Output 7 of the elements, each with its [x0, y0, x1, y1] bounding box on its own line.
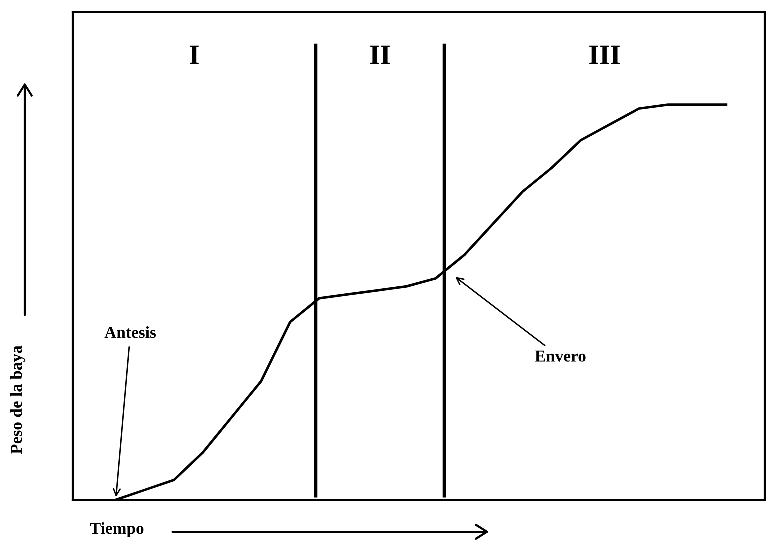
annotation: Envero [535, 350, 586, 362]
y-axis-title: Peso de la baya [10, 346, 26, 454]
text: III [590, 46, 620, 64]
text: II [370, 46, 390, 64]
text: I [190, 46, 199, 64]
x-axis-title: Tiempo [90, 522, 144, 538]
annotation: Antesis [104, 326, 156, 338]
